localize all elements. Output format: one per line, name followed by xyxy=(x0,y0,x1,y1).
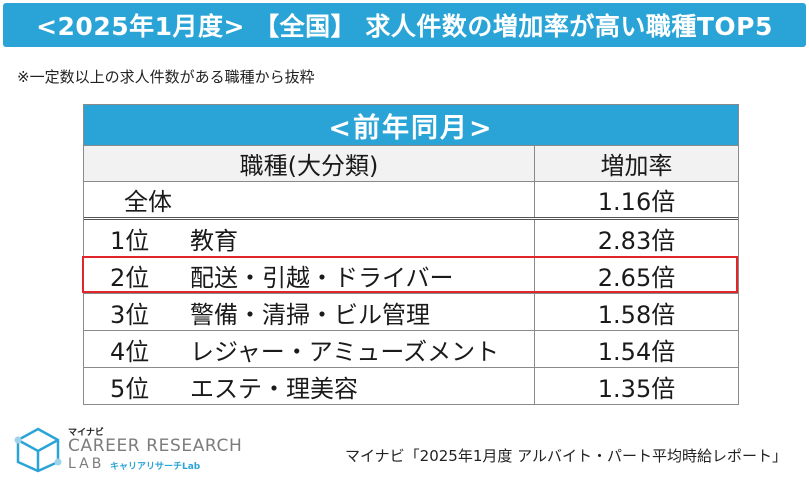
category-name: レジャー・アミューズメント xyxy=(190,337,500,366)
category-name: エステ・理美容 xyxy=(190,374,358,403)
logo-company: マイナビ xyxy=(68,428,104,438)
rate-value: 2.65倍 xyxy=(597,263,676,292)
column-header-row: 職種(大分類) 増加率 xyxy=(84,146,738,182)
logo-lab-subtitle: キャリアリサーチLab xyxy=(110,462,201,472)
total-row: 全体 1.16倍 xyxy=(84,182,738,220)
table-row: 5位 エステ・理美容 1.35倍 xyxy=(84,368,738,404)
cube-logo-icon xyxy=(14,427,62,473)
total-rate: 1.16倍 xyxy=(597,188,676,216)
logo-lab: LAB xyxy=(68,456,105,472)
page-title: <2025年1月度> 【全国】 求人件数の増加率が高い職種TOP5 xyxy=(36,12,773,41)
rank-label: 4位 xyxy=(110,337,150,366)
rank-label: 3位 xyxy=(110,300,150,329)
rate-value: 1.54倍 xyxy=(597,337,676,366)
title-banner: <2025年1月度> 【全国】 求人件数の増加率が高い職種TOP5 xyxy=(3,3,806,47)
rate-value: 1.35倍 xyxy=(597,374,676,403)
total-name: 全体 xyxy=(84,182,535,217)
rank-label: 1位 xyxy=(110,226,150,255)
rank-label: 5位 xyxy=(110,374,150,403)
ranking-table: <前年同月> 職種(大分類) 増加率 全体 1.16倍 1位 教育 2.83倍 … xyxy=(83,104,739,405)
column-header-category: 職種(大分類) xyxy=(84,146,535,181)
column-header-rate: 増加率 xyxy=(600,152,673,180)
footnote: ※一定数以上の求人件数がある職種から抜粋 xyxy=(17,68,315,86)
source-citation: マイナビ「2025年1月度 アルバイト・パート平均時給レポート」 xyxy=(344,447,787,465)
table-row: 3位 警備・清掃・ビル管理 1.58倍 xyxy=(84,294,738,331)
table-row: 1位 教育 2.83倍 xyxy=(84,220,738,257)
category-name: 教育 xyxy=(190,226,238,255)
brand-logo: マイナビ CAREER RESEARCH LAB キャリアリサーチLab xyxy=(14,425,242,475)
category-name: 警備・清掃・ビル管理 xyxy=(190,300,430,329)
table-row: 2位 配送・引越・ドライバー 2.65倍 xyxy=(84,257,738,294)
rank-label: 2位 xyxy=(110,263,150,292)
rate-value: 2.83倍 xyxy=(597,226,676,255)
rate-value: 1.58倍 xyxy=(597,300,676,329)
logo-text: CAREER RESEARCH xyxy=(68,436,243,456)
category-name: 配送・引越・ドライバー xyxy=(190,263,454,292)
period-header: <前年同月> xyxy=(84,105,738,146)
table-row: 4位 レジャー・アミューズメント 1.54倍 xyxy=(84,331,738,368)
